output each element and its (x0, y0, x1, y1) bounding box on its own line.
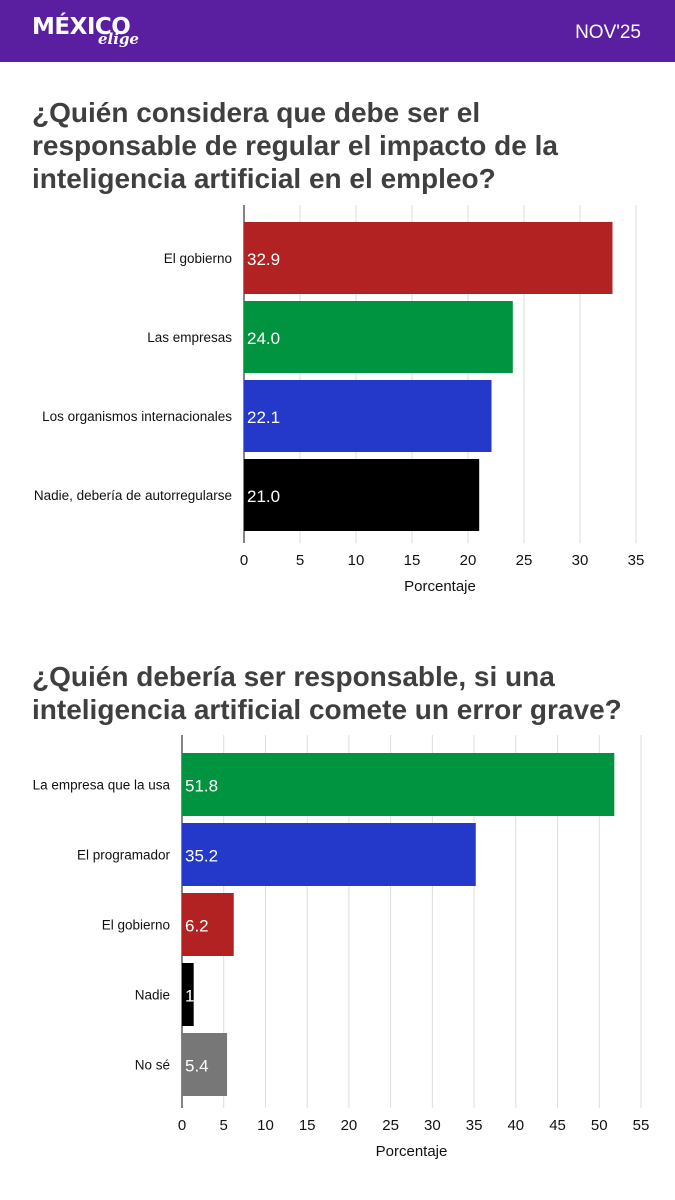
bar (244, 380, 492, 452)
chart-1-title: ¿Quién considera que debe ser el respons… (32, 97, 558, 194)
bar (244, 222, 613, 294)
data-label: 35.2 (185, 847, 218, 866)
x-tick-label: 25 (516, 552, 533, 569)
bar (244, 459, 480, 531)
category-label: El gobierno (102, 918, 170, 933)
x-tick-label: 15 (299, 1117, 316, 1134)
bar (244, 301, 513, 373)
x-tick-label: 55 (633, 1117, 650, 1134)
data-label: 32.9 (247, 250, 280, 269)
logo-text: MÉXICO (32, 14, 131, 40)
logo-subtext: elige (98, 30, 139, 48)
x-tick-label: 15 (404, 552, 421, 569)
x-tick-label: 5 (296, 552, 304, 569)
x-tick-label: 30 (572, 552, 589, 569)
data-label: 51.8 (185, 777, 218, 796)
header-bar: MÉXICO elige NOV'25 (0, 0, 675, 62)
x-tick-label: 35 (628, 552, 645, 569)
x-tick-label: 40 (507, 1117, 524, 1134)
bar (182, 963, 194, 1026)
x-tick-label: 0 (178, 1117, 186, 1134)
x-tick-label: 5 (220, 1117, 228, 1134)
x-axis-title: Porcentaje (376, 1143, 448, 1160)
data-label: 22.1 (247, 408, 280, 427)
data-label: 6.2 (185, 917, 209, 936)
x-tick-label: 10 (257, 1117, 274, 1134)
data-label: 1.4 (185, 987, 209, 1006)
x-tick-label: 30 (424, 1117, 441, 1134)
x-tick-label: 20 (341, 1117, 358, 1134)
x-axis-title: Porcentaje (404, 578, 476, 595)
category-label: Las empresas (147, 330, 232, 345)
bar (182, 893, 234, 956)
x-tick-label: 35 (466, 1117, 483, 1134)
bar (182, 1033, 228, 1096)
category-label: La empresa que la usa (33, 778, 171, 793)
date-label: NOV'25 (575, 22, 641, 43)
x-tick-label: 0 (240, 552, 248, 569)
category-label: Nadie, debería de autorregularse (34, 488, 232, 503)
category-label: El gobierno (164, 251, 232, 266)
chart-2-title: ¿Quién debería ser responsable, si una i… (32, 661, 622, 725)
data-label: 5.4 (185, 1057, 209, 1076)
data-label: 21.0 (247, 487, 280, 506)
category-label: Los organismos internacionales (42, 409, 232, 424)
bar (182, 823, 476, 886)
x-tick-label: 45 (549, 1117, 566, 1134)
category-label: El programador (77, 848, 171, 863)
x-tick-label: 10 (348, 552, 365, 569)
chart-1: El gobierno 32.9 Las empresas 24.0 Los organ… (34, 205, 645, 595)
bar (182, 753, 615, 816)
x-tick-label: 20 (460, 552, 477, 569)
category-label: Nadie (135, 988, 170, 1003)
x-tick-label: 25 (382, 1117, 399, 1134)
category-label: No sé (135, 1058, 170, 1073)
chart-2: La empresa que la usa 51.8 El programador 3… (33, 735, 650, 1160)
data-label: 24.0 (247, 329, 280, 348)
x-tick-label: 50 (591, 1117, 608, 1134)
